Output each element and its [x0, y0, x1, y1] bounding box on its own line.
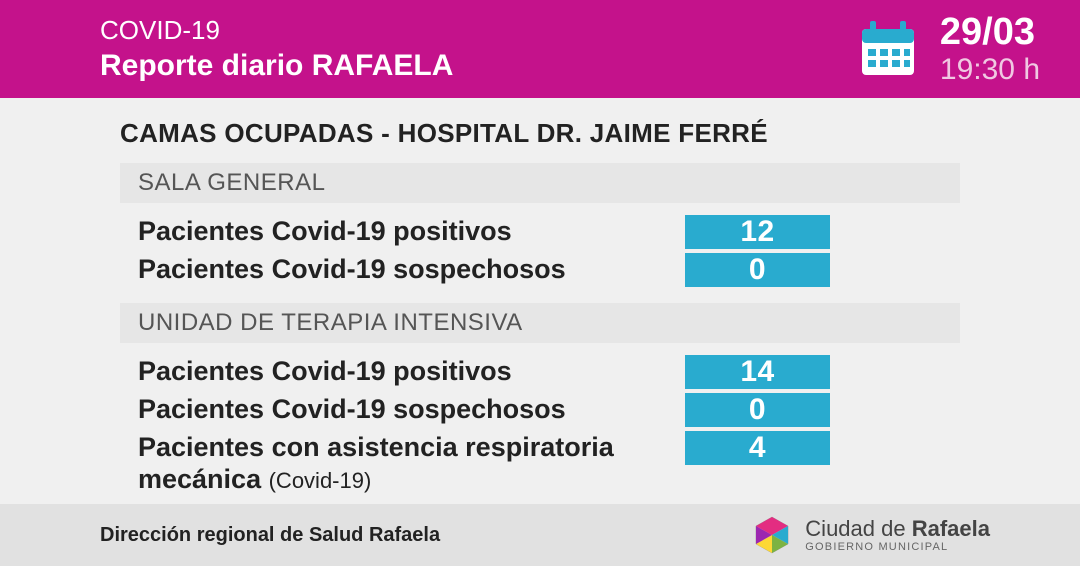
footer-bar: Dirección regional de Salud Rafaela Ciud… — [0, 504, 1080, 566]
row-uti-sospechosos: Pacientes Covid-19 sospechosos 0 — [120, 391, 960, 429]
row-general-sospechosos: Pacientes Covid-19 sospechosos 0 — [120, 251, 960, 289]
footer-city-name: Ciudad de Rafaela — [805, 518, 990, 540]
row-uti-positivos: Pacientes Covid-19 positivos 14 — [120, 353, 960, 391]
row-label-sub: (Covid-19) — [269, 468, 372, 493]
section-heading-general: SALA GENERAL — [120, 163, 960, 203]
row-label: Pacientes con asistencia respiratoria me… — [138, 431, 675, 496]
row-general-positivos: Pacientes Covid-19 positivos 12 — [120, 213, 960, 251]
footer-right-block: Ciudad de Rafaela GOBIERNO MUNICIPAL — [751, 514, 990, 556]
header-title-line2: Reporte diario RAFAELA — [100, 47, 453, 85]
header-datetime: 29/03 19:30 h — [940, 12, 1040, 87]
main-content: CAMAS OCUPADAS - HOSPITAL DR. JAIME FERR… — [0, 98, 1080, 498]
row-label: Pacientes Covid-19 positivos — [138, 215, 675, 247]
footer-gov-label: GOBIERNO MUNICIPAL — [805, 542, 990, 553]
value-box: 0 — [685, 393, 830, 427]
footer-text-block: Ciudad de Rafaela GOBIERNO MUNICIPAL — [805, 518, 990, 553]
header-title-block: COVID-19 Reporte diario RAFAELA — [100, 14, 453, 84]
footer-left-text: Dirección regional de Salud Rafaela — [100, 524, 440, 547]
footer-city-prefix: Ciudad de — [805, 516, 911, 541]
row-uti-arm: Pacientes con asistencia respiratoria me… — [120, 429, 960, 498]
row-label: Pacientes Covid-19 sospechosos — [138, 393, 675, 425]
header-time: 19:30 h — [940, 53, 1040, 86]
row-label: Pacientes Covid-19 sospechosos — [138, 253, 675, 285]
value-box: 0 — [685, 253, 830, 287]
header-title-line1: COVID-19 — [100, 14, 453, 47]
section-heading-uti: UNIDAD DE TERAPIA INTENSIVA — [120, 303, 960, 343]
hexagon-logo-icon — [751, 514, 793, 556]
header-bar: COVID-19 Reporte diario RAFAELA 29/03 19… — [0, 0, 1080, 98]
main-title: CAMAS OCUPADAS - HOSPITAL DR. JAIME FERR… — [120, 118, 960, 149]
value-box: 4 — [685, 431, 830, 465]
header-date: 29/03 — [940, 12, 1040, 54]
value-box: 12 — [685, 215, 830, 249]
footer-city-bold: Rafaela — [912, 516, 990, 541]
row-label: Pacientes Covid-19 positivos — [138, 355, 675, 387]
value-box: 14 — [685, 355, 830, 389]
row-label-main: Pacientes con asistencia respiratoria me… — [138, 432, 614, 494]
calendar-icon — [856, 17, 920, 81]
header-date-block: 29/03 19:30 h — [856, 12, 1040, 87]
